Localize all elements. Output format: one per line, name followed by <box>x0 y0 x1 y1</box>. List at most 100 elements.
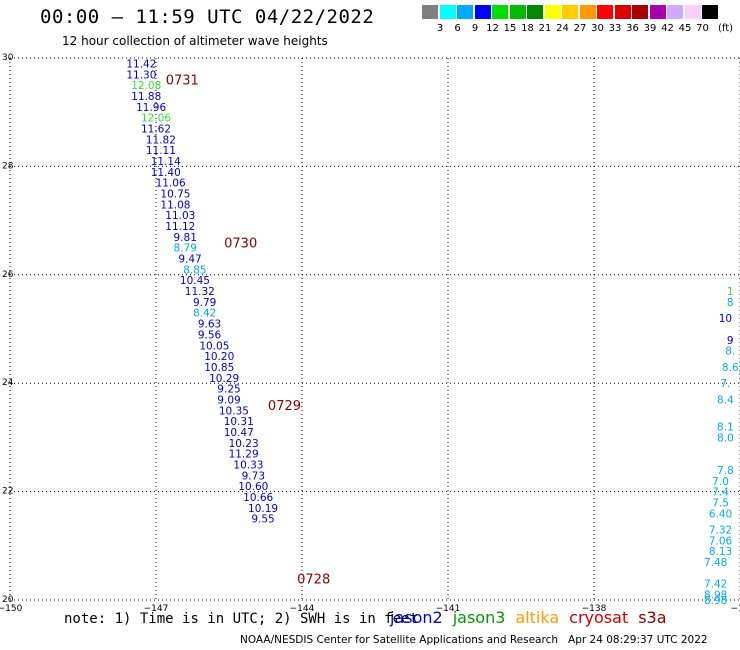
color-scale-label: 36 <box>626 23 639 34</box>
time-label: 0728 <box>297 572 330 587</box>
swh-data-label: 11.30 <box>126 69 156 81</box>
color-swatch <box>684 5 701 19</box>
color-swatch <box>702 5 718 19</box>
time-label: 0730 <box>224 236 257 251</box>
swh-data-label: 7.48 <box>704 557 727 569</box>
color-scale-label: 45 <box>678 23 692 34</box>
footer-credit: NOAA/NESDIS Center for Satellite Applica… <box>240 634 708 646</box>
color-scale-label: 24 <box>556 23 569 34</box>
swh-data-label: 9.55 <box>251 514 274 526</box>
swh-data-label: 7.06 <box>709 535 733 547</box>
swh-data-label: 9.09 <box>217 394 240 406</box>
swh-data-label: 12.06 <box>141 113 171 125</box>
swh-data-label: 7.42 <box>704 579 727 591</box>
color-swatch <box>579 5 596 19</box>
swh-data-label: 8.79 <box>174 243 197 255</box>
swh-data-label: 9.47 <box>178 254 201 266</box>
swh-data-label: 11.62 <box>141 123 171 135</box>
color-swatch <box>649 5 666 19</box>
y-tick-label: 20 <box>2 595 14 605</box>
swh-data-label: 8.13 <box>709 546 732 558</box>
chart-title: 00:00 – 11:59 UTC 04/22/2022 <box>40 6 375 28</box>
color-swatch <box>527 5 543 19</box>
swh-data-label: 7.4 <box>712 487 729 499</box>
y-tick-label: 26 <box>2 270 14 280</box>
swh-data-label: 10.33 <box>233 460 263 472</box>
color-scale-label: 6 <box>454 23 461 34</box>
color-scale-label: 30 <box>591 23 604 34</box>
swh-data-label: 10.85 <box>204 362 234 374</box>
swh-data-label: 10.35 <box>219 405 249 417</box>
y-tick-label: 22 <box>2 487 13 497</box>
color-scale-label: 39 <box>643 23 657 34</box>
swh-data-label: 11.29 <box>229 449 259 461</box>
swh-data-label: 9.56 <box>198 329 222 341</box>
swh-data-label: 9 <box>727 335 734 347</box>
color-scale-label: 33 <box>608 23 622 34</box>
swh-data-label: 8.1 <box>717 422 734 434</box>
color-scale-label: 9 <box>471 23 479 34</box>
swh-data-label: 10.75 <box>160 189 190 201</box>
color-scale-label: 12 <box>486 23 499 34</box>
color-swatch <box>509 5 526 19</box>
time-label: 0731 <box>166 74 199 89</box>
swh-data-label: 9.73 <box>242 470 265 482</box>
mission-legend: jason2 jason3 altika cryosat s3a <box>390 608 677 627</box>
swh-data-label: 11.08 <box>160 199 190 211</box>
swh-data-label: 10.19 <box>248 503 278 515</box>
swh-data-label: 8. <box>725 346 735 358</box>
color-swatch <box>474 5 491 19</box>
color-scale-label: 15 <box>503 23 517 34</box>
swh-data-label: 11.40 <box>151 167 181 179</box>
swh-data-label: 1 <box>727 286 734 298</box>
x-tick-label: −141 <box>436 604 461 612</box>
color-swatch <box>422 5 438 19</box>
swh-data-label: 11.12 <box>165 221 195 233</box>
swh-data-label: 11.06 <box>156 178 186 190</box>
time-label: 0729 <box>268 399 301 414</box>
swh-data-label: 10.60 <box>238 481 268 493</box>
swh-data-label: 7. <box>720 378 730 390</box>
x-tick-label: −147 <box>144 604 169 612</box>
swh-data-label: 11.96 <box>136 102 166 114</box>
swh-data-label: 10.66 <box>243 492 273 504</box>
swh-data-label: 11.82 <box>146 134 176 146</box>
swh-data-label: 10.29 <box>209 373 239 385</box>
mission-cryosat: cryosat <box>569 608 629 627</box>
x-tick-label: −138 <box>582 604 607 612</box>
swh-data-label: 7.5 <box>712 497 729 509</box>
swh-data-label: 7.0 <box>712 476 729 488</box>
swh-data-label: 8.42 <box>193 308 216 320</box>
color-scale-label: 21 <box>538 23 552 34</box>
mission-s3a: s3a <box>638 608 667 627</box>
footer-note: note: 1) Time is in UTC; 2) SWH is in fe… <box>64 611 419 627</box>
swh-data-label: 8.85 <box>183 264 206 276</box>
color-scale-label: 27 <box>573 23 587 34</box>
swh-data-label: 11.14 <box>151 156 181 168</box>
swh-data-label: 11.88 <box>131 91 161 103</box>
mission-jason2: jason2 <box>390 608 443 627</box>
color-swatch <box>439 5 456 19</box>
swh-data-label: 10.23 <box>229 438 259 450</box>
swh-data-label: 6.40 <box>709 508 732 520</box>
swh-data-label: 7.8 <box>717 465 734 477</box>
swh-data-label: 10 <box>719 313 732 325</box>
swh-data-label: 9.81 <box>174 232 197 244</box>
swh-data-label: 12.08 <box>131 80 161 92</box>
color-swatch <box>457 5 473 19</box>
swh-data-label: 7.32 <box>709 525 732 537</box>
swh-data-label: 10.47 <box>224 427 254 439</box>
color-swatch <box>492 5 508 19</box>
y-tick-label: 28 <box>2 161 14 171</box>
swh-data-label: 8.98 <box>704 590 727 602</box>
swh-data-label: 8 <box>727 297 734 309</box>
swh-data-label: 9.79 <box>193 297 216 309</box>
x-tick-label: −13 <box>731 604 740 612</box>
y-tick-label: 24 <box>2 378 14 388</box>
mission-jason3: jason3 <box>452 608 506 627</box>
color-swatch <box>614 5 631 19</box>
x-tick-label: −150 <box>0 604 23 612</box>
swh-data-label: 11.32 <box>185 286 215 298</box>
swh-data-label: 11.11 <box>146 145 176 157</box>
color-scale-label: 42 <box>661 23 674 34</box>
